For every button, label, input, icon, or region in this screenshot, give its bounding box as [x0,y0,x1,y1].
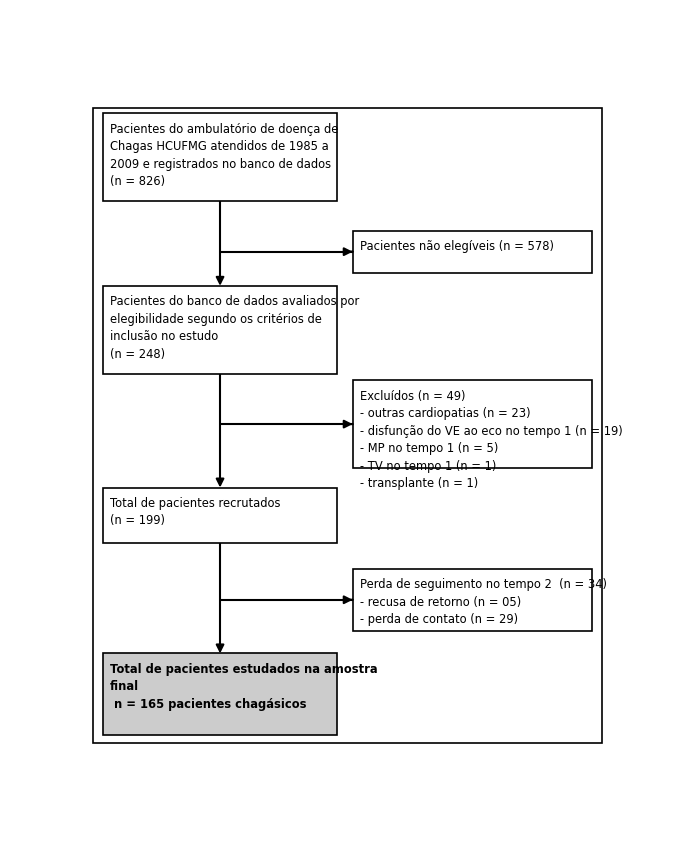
Text: Pacientes não elegíveis (n = 578): Pacientes não elegíveis (n = 578) [359,240,553,252]
Text: Pacientes do banco de dados avaliados por
elegibilidade segundo os critérios de
: Pacientes do banco de dados avaliados po… [110,295,359,360]
Text: Total de pacientes recrutados
(n = 199): Total de pacientes recrutados (n = 199) [110,496,281,527]
Bar [353,381,592,468]
Bar [353,569,592,631]
Text: Pacientes do ambulatório de doença de
Chagas HCUFMG atendidos de 1985 a
2009 e r: Pacientes do ambulatório de doença de Ch… [110,122,338,188]
Text: Excluídos (n = 49)
- outras cardiopatias (n = 23)
- disfunção do VE ao eco no te: Excluídos (n = 49) - outras cardiopatias… [359,389,622,490]
Bar [103,488,337,544]
Bar [103,653,337,735]
Text: Total de pacientes estudados na amostra
final
 n = 165 pacientes chagásicos: Total de pacientes estudados na amostra … [110,663,378,710]
Bar [353,231,592,273]
Bar [103,114,337,202]
Text: Perda de seguimento no tempo 2  (n = 34)
- recusa de retorno (n = 05)
- perda de: Perda de seguimento no tempo 2 (n = 34) … [359,577,607,625]
Bar [103,286,337,374]
